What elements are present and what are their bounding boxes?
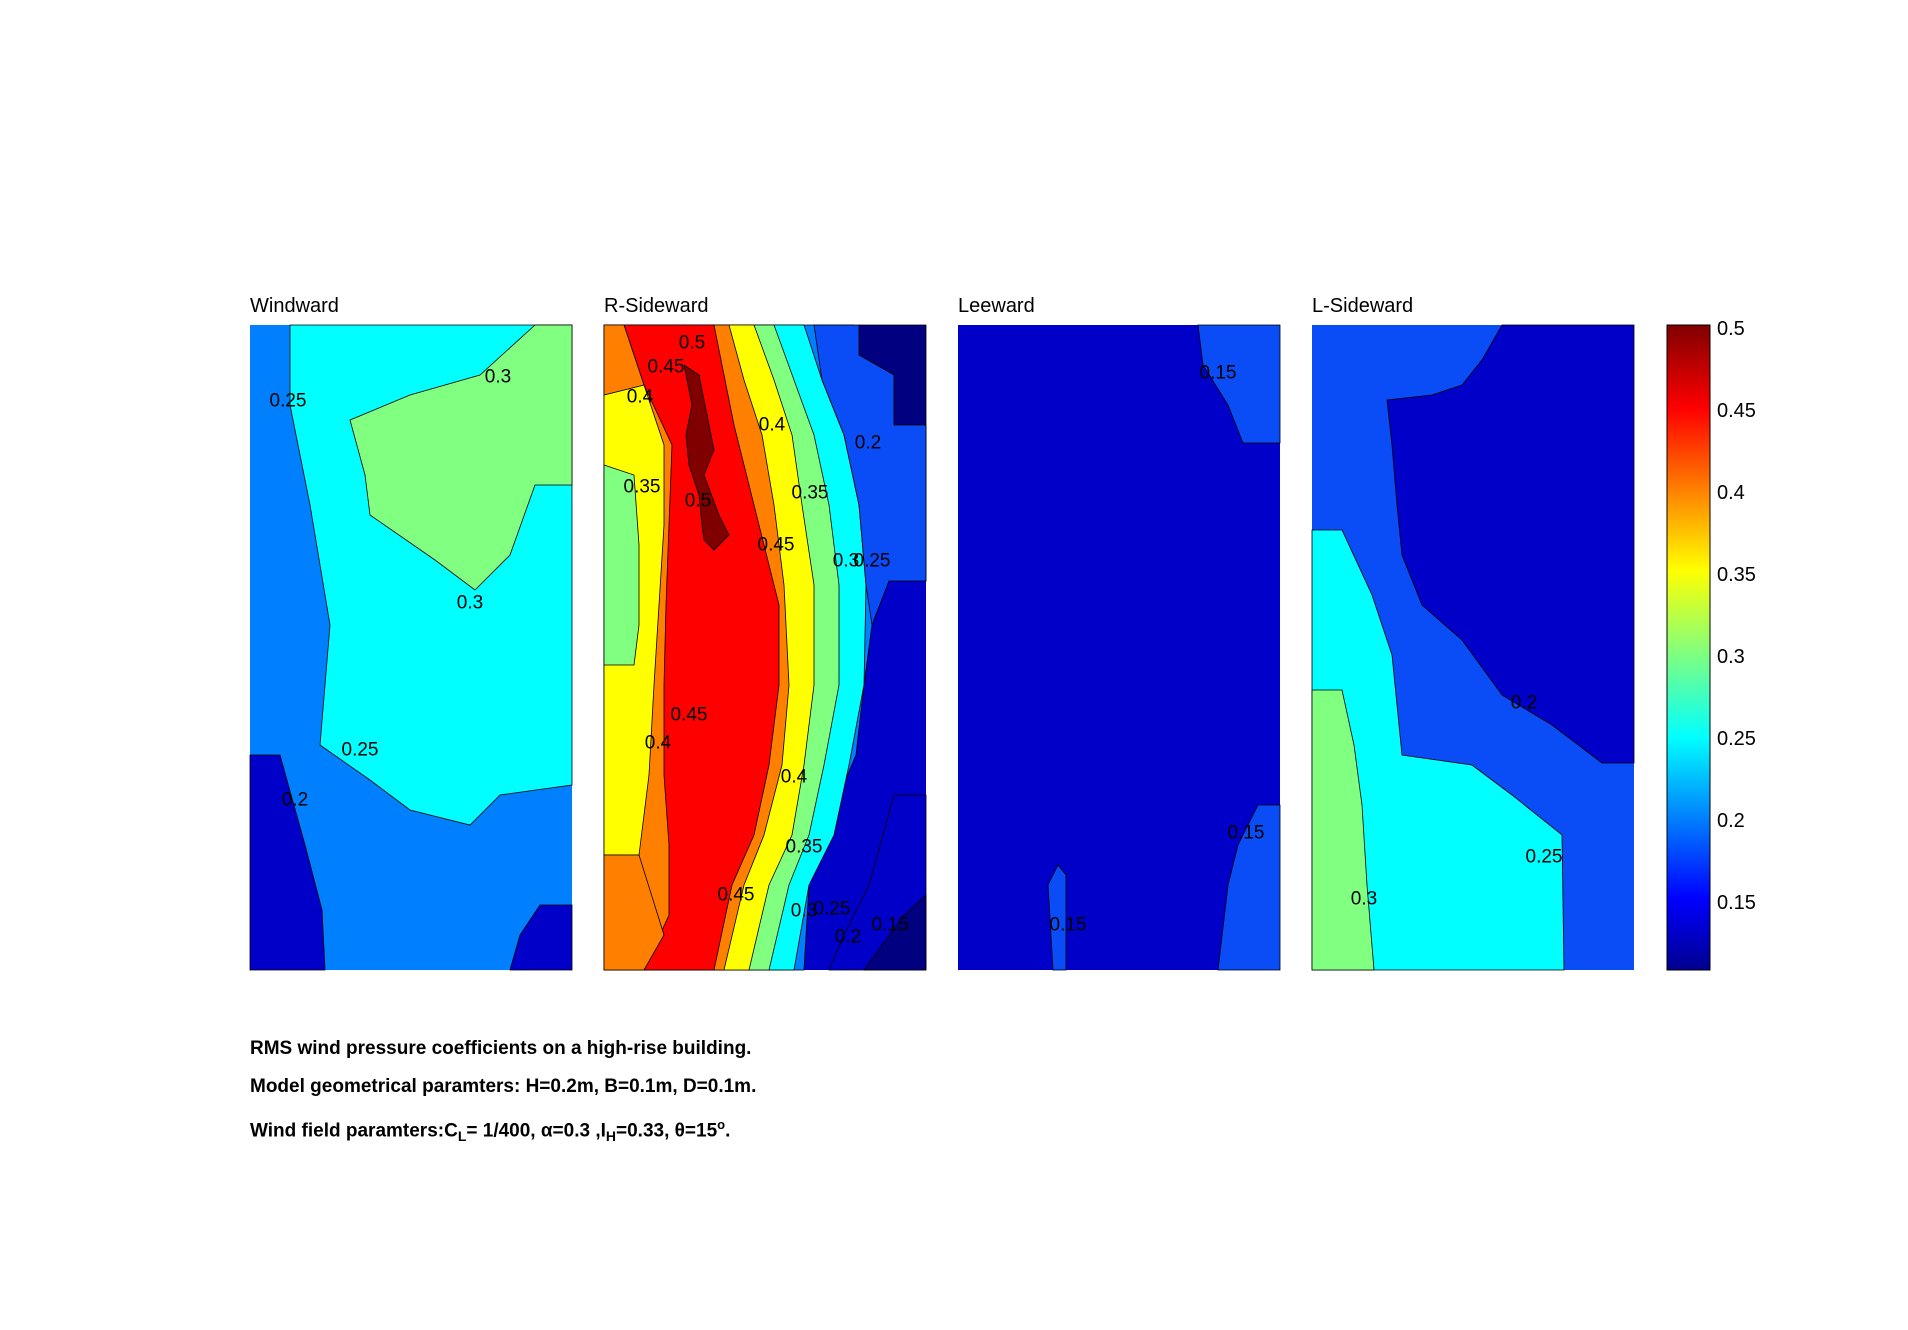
region-035 xyxy=(349,324,573,591)
region-015 xyxy=(1386,324,1635,764)
contour-label: 0.35 xyxy=(791,482,829,504)
colorbar-tick: 0.5 xyxy=(1717,318,1745,340)
contour-label: 0.3 xyxy=(456,592,484,614)
contour-label: 0.3 xyxy=(1350,888,1378,910)
contour-label: 0.15 xyxy=(1227,822,1265,844)
contour-plot-leeward xyxy=(958,324,1281,971)
region-055 xyxy=(683,364,730,551)
contour-label: 0.45 xyxy=(717,884,755,906)
contour-label: 0.2 xyxy=(834,926,862,948)
figure-caption: RMS wind pressure coefficients on a high… xyxy=(250,1030,756,1155)
contour-label: 0.3 xyxy=(484,366,512,388)
colorbar-tick: 0.4 xyxy=(1717,482,1745,504)
contour-label: 0.25 xyxy=(269,390,307,412)
region-020b xyxy=(509,904,573,971)
contour-label: 0.4 xyxy=(626,386,654,408)
panel-title-r-sideward: R-Sideward xyxy=(604,295,709,317)
contour-label: 0.5 xyxy=(684,490,712,512)
contour-label: 0.35 xyxy=(623,476,661,498)
contour-label: 0.3 xyxy=(790,900,818,922)
region-035-left xyxy=(603,464,640,666)
panel-leeward: Leeward 0.15 0.15 0.15 xyxy=(958,295,1281,971)
region-020-bottom-left xyxy=(1047,864,1067,971)
caption-line-2: Model geometrical paramters: H=0.2m, B=0… xyxy=(250,1076,757,1097)
contour-label: 0.15 xyxy=(1049,914,1087,936)
panel-r-sideward: R-Sideward 0.5 0.45 0.4 0.35 0.5 0.4 0.2… xyxy=(603,295,927,971)
region-020-bottom xyxy=(1217,804,1281,971)
contour-label: 0.3 xyxy=(832,550,860,572)
contour-label: 0.5 xyxy=(678,332,706,354)
contour-label: 0.45 xyxy=(757,534,795,556)
contour-label: 0.25 xyxy=(1525,846,1563,868)
contour-label: 0.25 xyxy=(813,898,851,920)
region-050 xyxy=(623,324,780,971)
colorbar-tick: 0.2 xyxy=(1717,810,1745,832)
contour-label: 0.15 xyxy=(1199,362,1237,384)
colorbar-tick: 0.35 xyxy=(1717,564,1756,586)
contour-label: 0.45 xyxy=(647,356,685,378)
caption-line-1: RMS wind pressure coefficients on a high… xyxy=(250,1038,752,1059)
contour-label: 0.4 xyxy=(644,732,672,754)
caption-line-3-a: Wind field paramters:C xyxy=(250,1120,458,1142)
region-020 xyxy=(249,754,326,971)
contour-label: 0.15 xyxy=(871,914,909,936)
caption-line-3-c: =0.33, θ=15 xyxy=(616,1120,718,1142)
contour-plot-r-sideward xyxy=(603,324,927,971)
caption-line-3: Wind field paramters:CL= 1/400, α=0.3 ,I… xyxy=(250,1106,756,1155)
colorbar-tick: 0.3 xyxy=(1717,646,1745,668)
caption-sub-1: L xyxy=(457,1128,467,1145)
contour-plot-windward xyxy=(249,324,573,971)
colorbar-tick: 0.15 xyxy=(1717,892,1756,914)
caption-sup: o xyxy=(717,1117,726,1132)
colorbar-tick: 0.25 xyxy=(1717,728,1756,750)
contour-label: 0.2 xyxy=(1510,692,1538,714)
contour-label: 0.25 xyxy=(853,550,891,572)
contour-label: 0.2 xyxy=(281,789,309,811)
region-045-left xyxy=(603,324,645,396)
region-030 xyxy=(1311,529,1565,971)
contour-label: 0.45 xyxy=(670,704,708,726)
panel-title-l-sideward: L-Sideward xyxy=(1312,295,1414,317)
colorbar-tick: 0.45 xyxy=(1717,400,1756,422)
panel-title-windward: Windward xyxy=(250,295,339,317)
contour-plot-l-sideward xyxy=(1311,324,1635,971)
contour-label: 0.35 xyxy=(785,836,823,858)
region-020-top xyxy=(813,324,927,627)
panel-windward: Windward 0.3 0.25 0.3 0.25 0.2 xyxy=(249,295,573,971)
colorbar xyxy=(1666,324,1711,971)
caption-line-3-d: . xyxy=(725,1120,731,1142)
region-015 xyxy=(958,325,1280,970)
contour-label: 0.4 xyxy=(758,414,786,436)
contour-label: 0.2 xyxy=(854,432,882,454)
region-015-bottom xyxy=(863,894,927,971)
panel-title-leeward: Leeward xyxy=(958,295,1035,317)
region-035 xyxy=(1311,689,1375,971)
region-020-top xyxy=(1197,324,1281,444)
contour-label: 0.25 xyxy=(341,739,379,761)
contour-label: 0.4 xyxy=(780,766,808,788)
region-045-bottom xyxy=(603,854,665,971)
caption-line-3-b: = 1/400, α=0.3 ,I xyxy=(466,1120,606,1142)
colorbar-gradient xyxy=(1666,324,1711,971)
panel-l-sideward: L-Sideward 0.2 0.25 0.3 xyxy=(1311,295,1635,971)
caption-sub-2: H xyxy=(605,1128,617,1145)
